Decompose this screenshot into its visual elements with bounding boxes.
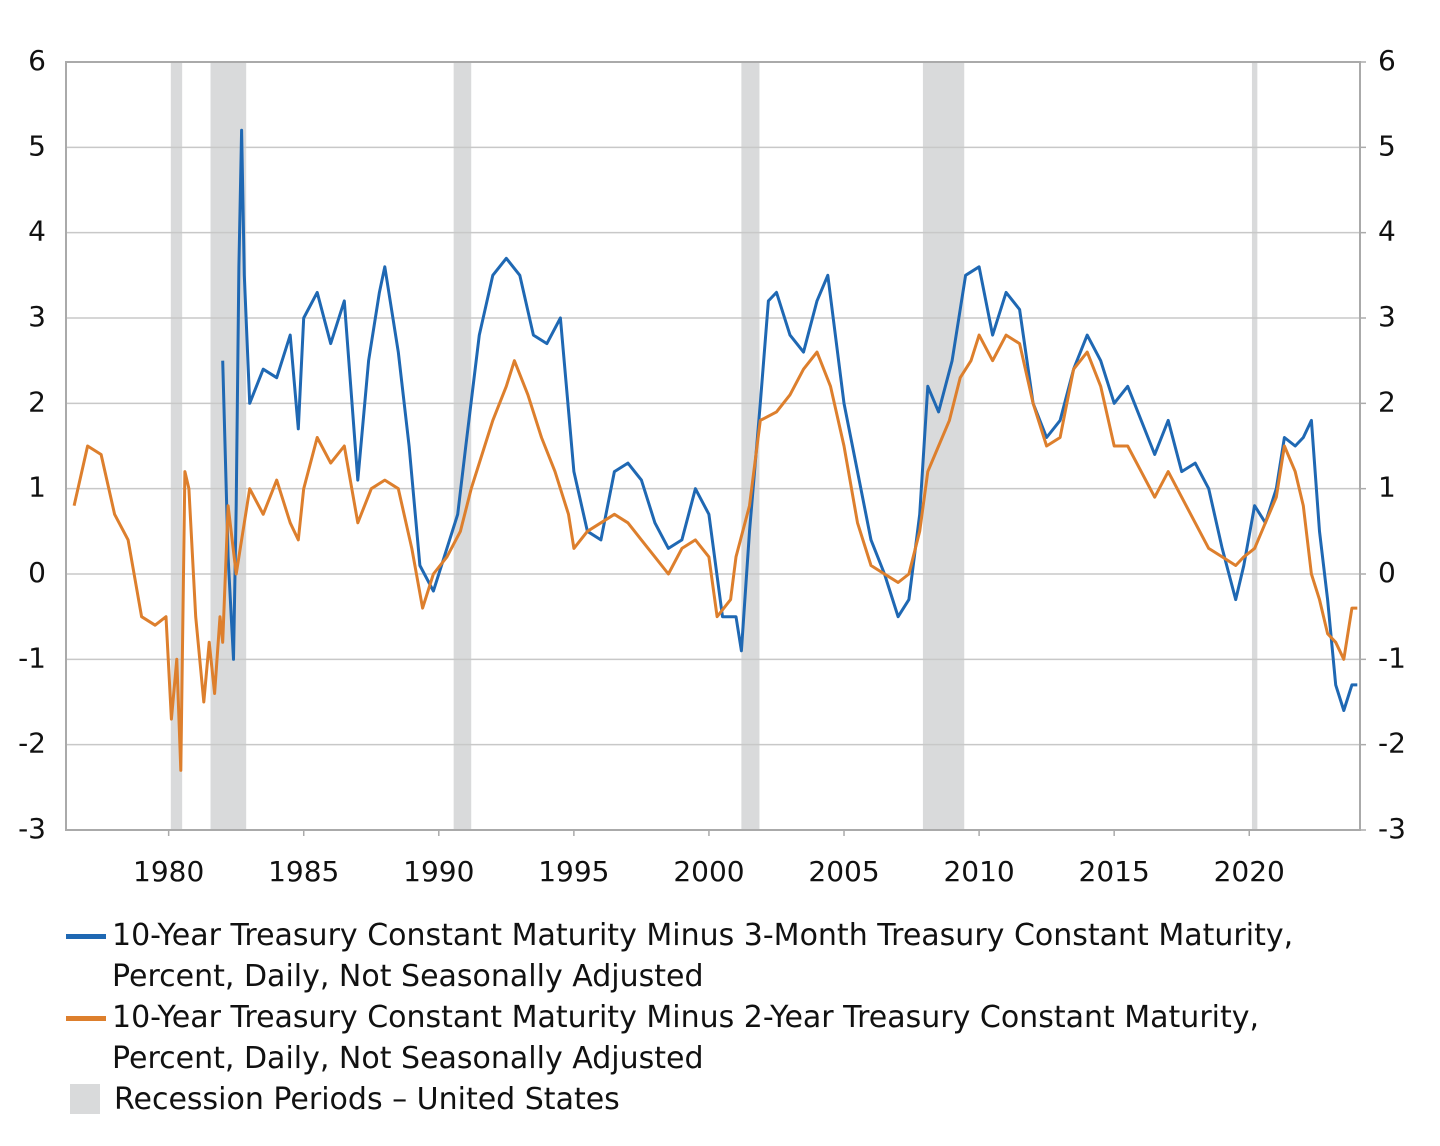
series-line bbox=[221, 128, 1358, 712]
x-tick-label: 1990 bbox=[403, 855, 474, 888]
legend-swatch bbox=[66, 934, 106, 939]
y2-tick-label: 2 bbox=[1378, 385, 1396, 418]
y-tick-label: 2 bbox=[28, 385, 46, 418]
y2-tick-label: 5 bbox=[1378, 129, 1396, 162]
y2-tick-label: 6 bbox=[1378, 44, 1396, 77]
y2-tick-label: 3 bbox=[1378, 300, 1396, 333]
legend-item: Recession Periods – United States bbox=[66, 1079, 1366, 1120]
recession-band bbox=[1251, 62, 1258, 830]
y-tick-label: -3 bbox=[18, 812, 46, 845]
chart: -3 -2 -1 0 1 2 3 4 5 6 -3 -2 -1 0 1 2 3 4 5 6 1980 1985 1990 19… bbox=[18, 44, 1406, 888]
y2-tick-label: 1 bbox=[1378, 471, 1396, 504]
y-tick-label: -1 bbox=[18, 641, 46, 674]
y2-tick-label: 4 bbox=[1378, 215, 1396, 248]
y-tick-label: 5 bbox=[28, 129, 46, 162]
x-tick-label: 1980 bbox=[133, 855, 204, 888]
x-tick-label: 1985 bbox=[268, 855, 339, 888]
recession-band bbox=[741, 62, 760, 830]
legend-label: 10-Year Treasury Constant Maturity Minus… bbox=[112, 1000, 1260, 1076]
y-tick-label: 6 bbox=[28, 44, 46, 77]
series-line bbox=[72, 333, 1358, 772]
x-tick-label: 2005 bbox=[808, 855, 879, 888]
legend-swatch bbox=[70, 1084, 100, 1114]
y-tick-label: 4 bbox=[28, 215, 46, 248]
x-tick-label: 2015 bbox=[1079, 855, 1150, 888]
recession-band bbox=[922, 62, 965, 830]
x-tick-label: 2010 bbox=[943, 855, 1014, 888]
y2-tick-label: -3 bbox=[1378, 812, 1406, 845]
y2-tick-label: 0 bbox=[1378, 556, 1396, 589]
y-tick-label: -2 bbox=[18, 727, 46, 760]
legend-swatch bbox=[66, 1016, 106, 1021]
y2-tick-label: -1 bbox=[1378, 641, 1406, 674]
y-tick-label: 3 bbox=[28, 300, 46, 333]
x-tick-label: 1995 bbox=[538, 855, 609, 888]
legend-label: 10-Year Treasury Constant Maturity Minus… bbox=[112, 918, 1294, 994]
x-tick-label: 2000 bbox=[673, 855, 744, 888]
y2-tick-label: -2 bbox=[1378, 727, 1406, 760]
y-tick-label: 0 bbox=[28, 556, 46, 589]
recession-band bbox=[453, 62, 472, 830]
x-tick-label: 2020 bbox=[1214, 855, 1285, 888]
legend-item: 10-Year Treasury Constant Maturity Minus… bbox=[66, 915, 1366, 997]
plot-frame bbox=[65, 61, 1361, 831]
y-tick-label: 1 bbox=[28, 471, 46, 504]
legend-item: 10-Year Treasury Constant Maturity Minus… bbox=[66, 997, 1366, 1079]
legend-label: Recession Periods – United States bbox=[114, 1082, 620, 1117]
legend: 10-Year Treasury Constant Maturity Minus… bbox=[66, 915, 1366, 1120]
recession-band bbox=[170, 62, 183, 830]
